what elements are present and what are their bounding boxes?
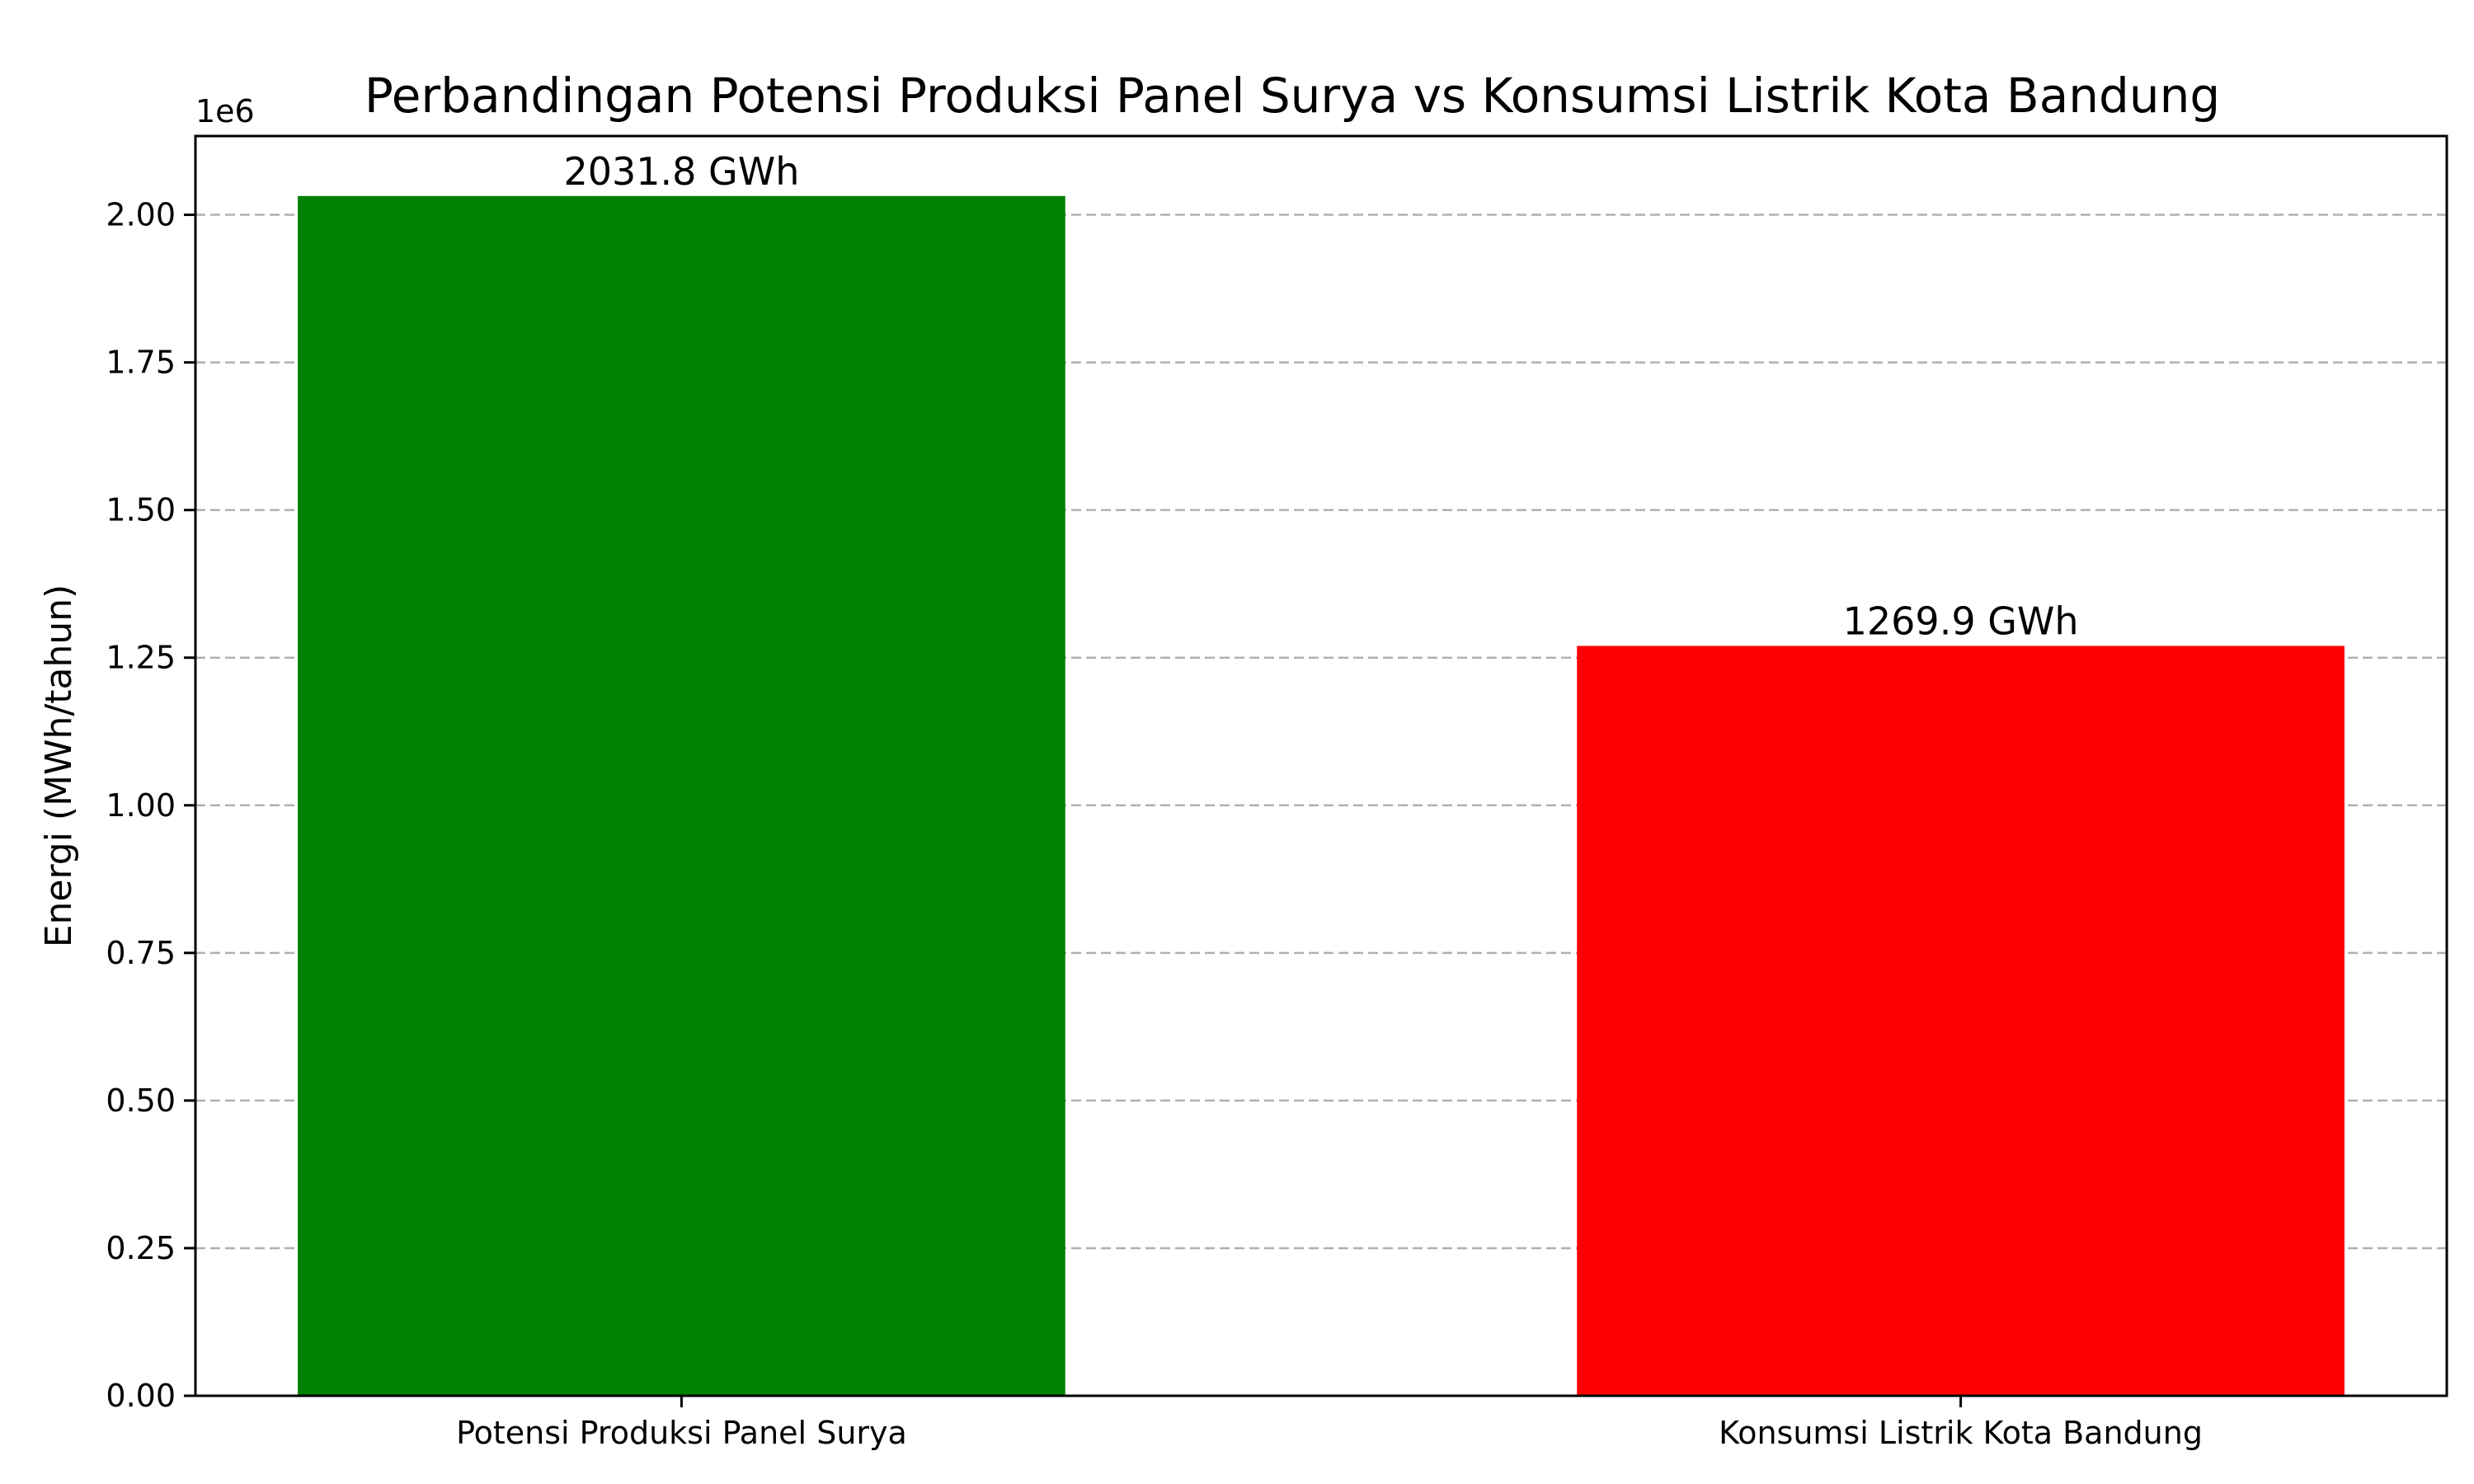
y-tick-label: 2.00: [106, 197, 176, 233]
x-tick-label: Potensi Produksi Panel Surya: [456, 1415, 907, 1451]
data-labels: 2031.8 GWh 1269.9 GWh: [563, 149, 2078, 644]
y-axis: 0.00 0.25 0.50 0.75 1.00 1.25 1.50 1.75 2.00: [106, 197, 195, 1414]
y-tick-label: 0.00: [106, 1378, 176, 1414]
y-tick-label: 0.50: [106, 1082, 176, 1119]
y-tick-label: 1.00: [106, 787, 176, 824]
y-offset-label: 1e6: [195, 93, 255, 129]
y-tick-label: 1.25: [106, 640, 176, 676]
bars: [298, 195, 2345, 1396]
y-axis-label: Energi (MWh/tahun): [38, 585, 80, 948]
x-axis: Potensi Produksi Panel Surya Konsumsi Lis…: [456, 1396, 2203, 1451]
bar-value-label: 2031.8 GWh: [563, 149, 799, 194]
y-tick-label: 1.75: [106, 345, 176, 381]
bar: [298, 195, 1065, 1396]
y-tick-label: 0.25: [106, 1230, 176, 1266]
x-tick-label: Konsumsi Listrik Kota Bandung: [1719, 1415, 2203, 1451]
plot-frame: [194, 134, 2448, 1397]
bar: [1577, 646, 2345, 1396]
y-tick-label: 1.50: [106, 492, 176, 528]
y-tick-label: 0.75: [106, 935, 176, 971]
bar-value-label: 1269.9 GWh: [1843, 599, 2079, 643]
chart-title: Perbandingan Potensi Produksi Panel Sury…: [365, 68, 2220, 124]
